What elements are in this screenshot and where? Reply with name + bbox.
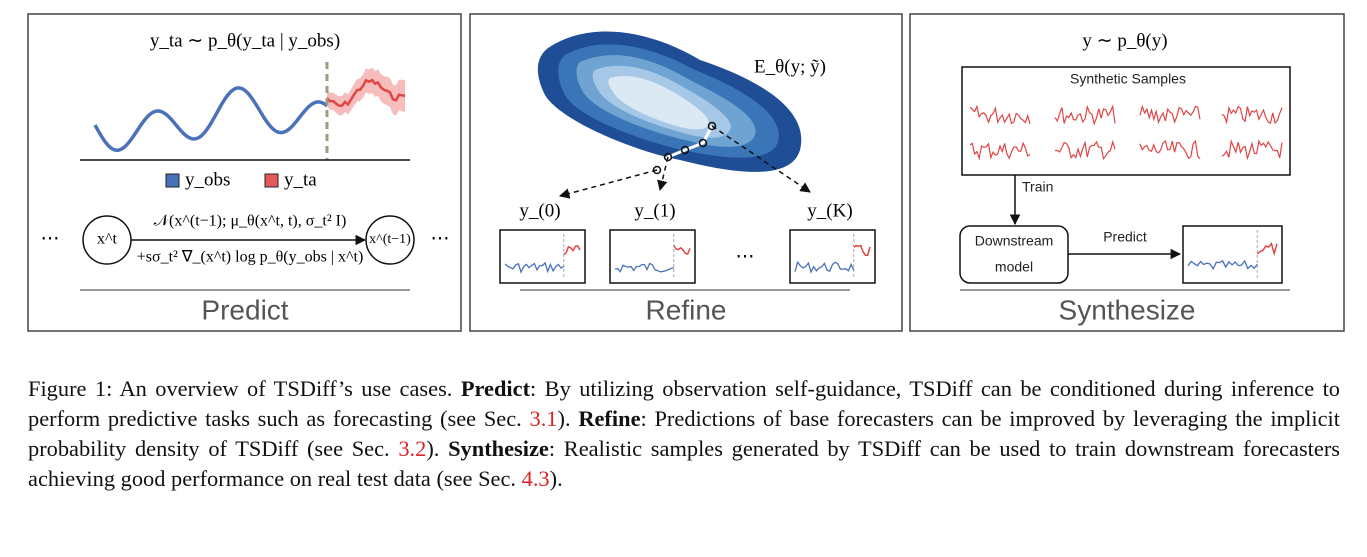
shape (264, 173, 279, 188)
section-ref: 3.2 (398, 436, 427, 461)
shape (609, 229, 696, 284)
caption-text: ). (549, 466, 563, 491)
shape (326, 78, 406, 107)
shape (673, 245, 691, 255)
shape (563, 244, 581, 255)
shape (853, 244, 871, 257)
caption-text: Predict (460, 376, 531, 401)
label: E_θ(y; ỹ) (754, 56, 826, 77)
shape (969, 104, 1283, 161)
label: Downstream (975, 233, 1054, 249)
caption-text: Synthesize (448, 436, 549, 461)
shape (499, 229, 876, 284)
shape (558, 125, 811, 199)
label: Refine (646, 294, 727, 325)
shape (969, 141, 1031, 161)
panel-frame (909, 13, 1345, 332)
shape (1182, 225, 1283, 284)
label: model (995, 259, 1033, 275)
shape (969, 104, 1031, 125)
label: y_ta ∼ p_θ(y_ta | y_obs) (150, 30, 340, 51)
shape (504, 261, 565, 274)
shape (1182, 225, 1283, 284)
shape (365, 215, 415, 265)
shape (614, 262, 675, 273)
label: y_ta (284, 169, 317, 190)
label: y ∼ p_θ(y) (1082, 30, 1167, 51)
section-ref: 4.3 (521, 466, 550, 491)
shape (1139, 139, 1201, 160)
shape (961, 66, 1291, 176)
caption-text: : Predictions of base forecasters can be… (28, 406, 1340, 461)
shape (652, 165, 662, 175)
shape (680, 145, 690, 155)
shape (165, 173, 180, 188)
label: y_(K) (807, 200, 852, 221)
shape (698, 138, 708, 148)
shape (1054, 104, 1116, 126)
label: Train (1022, 179, 1053, 195)
figure: y_ta ∼ p_θ(y_ta | y_obs) y_obs y_ta ⋯ x^… (27, 13, 1345, 332)
label: ⋯ (431, 228, 450, 249)
shape (608, 76, 709, 130)
shape (655, 125, 714, 171)
shape (652, 121, 717, 175)
label: Synthetic Samples (1070, 71, 1186, 87)
caption-text: Refine (578, 406, 641, 431)
label: y_(1) (634, 200, 675, 221)
label: Predict (201, 294, 288, 325)
caption-text: : By utilizing observation self-guidance… (28, 376, 1340, 431)
label: y_(0) (519, 200, 560, 221)
shape (1221, 139, 1283, 161)
shape (93, 67, 406, 153)
panel-frame (469, 13, 903, 332)
label: 𝒩(x^(t−1); μ_θ(x^t, t), σ_t² I) (154, 213, 347, 230)
label: x^t (97, 231, 118, 248)
label: +sσ_t² ∇_(x^t) log p_θ(y_obs | x^t) (137, 249, 364, 266)
shape (794, 260, 855, 274)
shape (789, 229, 876, 284)
label: Predict (1103, 229, 1147, 245)
shape (327, 67, 405, 116)
label: x^(t−1) (369, 232, 411, 247)
shape (1139, 104, 1201, 125)
label: ⋯ (41, 228, 60, 249)
shape (1055, 139, 1116, 160)
shape (1187, 259, 1258, 271)
shape (499, 229, 586, 284)
shape (1221, 105, 1283, 125)
caption: Figure 1: An overview of TSDiff’s use ca… (28, 374, 1340, 494)
label: Synthesize (1059, 294, 1196, 325)
shape (711, 125, 811, 193)
section-ref: 3.1 (529, 406, 558, 431)
panel-frame (27, 13, 462, 332)
label: ⋯ (736, 246, 755, 267)
shape (1256, 242, 1278, 257)
caption-text: ). (426, 436, 449, 461)
shape (707, 121, 717, 131)
shape (93, 86, 329, 153)
shape (657, 156, 669, 192)
label: y_obs (185, 169, 230, 190)
caption-text: : Realistic samples generated by TSDiff … (28, 436, 1340, 491)
shape (663, 152, 673, 162)
caption-text: Figure 1: An overview of TSDiff’s use ca… (28, 376, 461, 401)
shape (558, 169, 658, 199)
caption-text: ). (557, 406, 579, 431)
